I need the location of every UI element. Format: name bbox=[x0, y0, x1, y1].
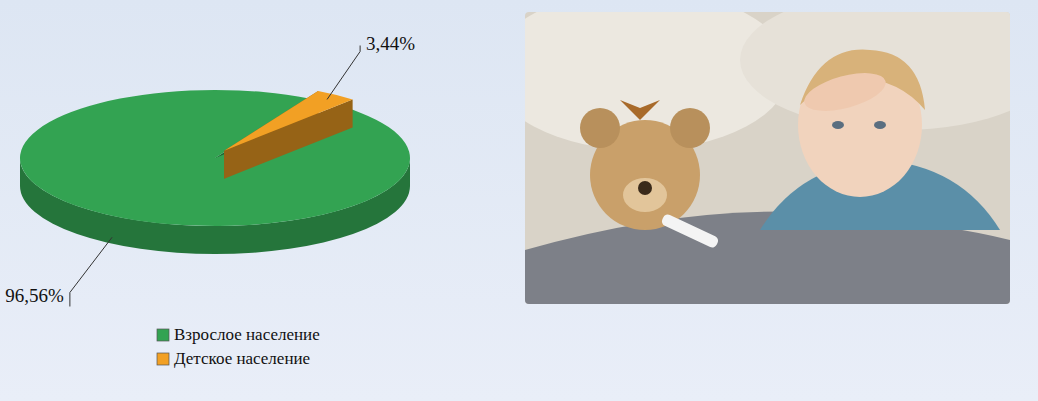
slice-top bbox=[20, 90, 410, 226]
data-labels: 96,56% 3,44% bbox=[5, 33, 415, 307]
legend-label: Взрослое население bbox=[174, 325, 320, 344]
photo bbox=[490, 0, 1038, 304]
thermometer bbox=[660, 213, 719, 249]
data-label: 96,56% bbox=[5, 285, 64, 306]
teddy-nose bbox=[638, 181, 652, 195]
pie bbox=[20, 90, 410, 254]
data-label: 3,44% bbox=[366, 33, 415, 54]
slice bbox=[20, 90, 410, 254]
photo-content bbox=[525, 12, 1010, 304]
canvas: 96,56% 3,44% Взрослое население Детское нас… bbox=[0, 0, 1038, 401]
legend-swatch bbox=[157, 353, 169, 365]
legend-label: Детское население bbox=[174, 349, 310, 368]
teddy-ear bbox=[670, 108, 710, 148]
hand bbox=[800, 66, 889, 119]
teddy-snout bbox=[623, 178, 667, 212]
teddy-ear bbox=[580, 108, 620, 148]
eye bbox=[832, 121, 844, 129]
teddy-bow bbox=[620, 100, 660, 120]
eye bbox=[874, 121, 886, 129]
slice bbox=[224, 91, 352, 179]
leader-line bbox=[70, 237, 112, 306]
leader-line bbox=[327, 46, 360, 100]
slice-top bbox=[224, 91, 352, 151]
page: {"chart_data": {"type": "pie", "categori… bbox=[0, 0, 1038, 401]
legend-swatch bbox=[157, 329, 169, 341]
legend: Взрослое население Детское население bbox=[157, 325, 320, 368]
